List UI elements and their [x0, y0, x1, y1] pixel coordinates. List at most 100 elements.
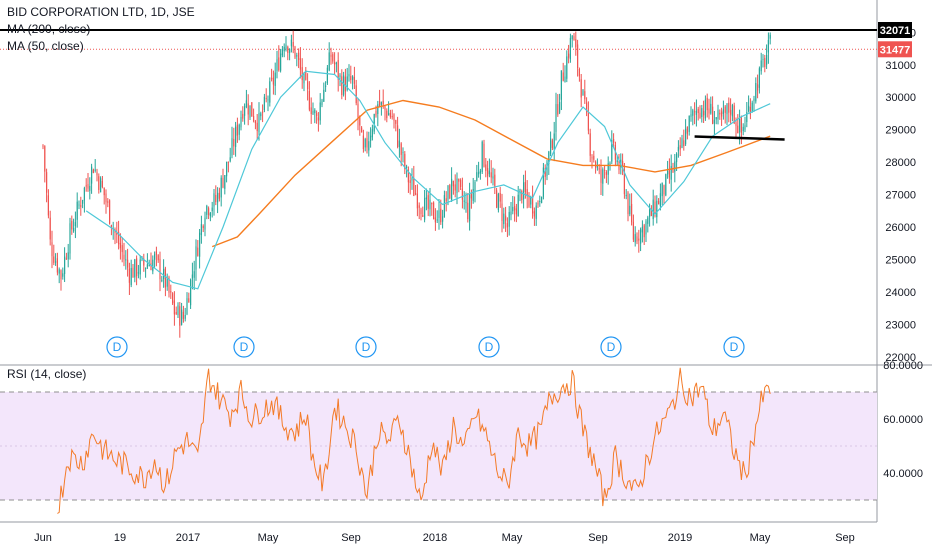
- candle-body: [582, 90, 584, 96]
- candle: [260, 111, 262, 121]
- candle: [166, 273, 168, 291]
- candle: [145, 267, 147, 278]
- candle: [74, 211, 76, 239]
- candle-body: [121, 245, 123, 253]
- candle-body: [762, 58, 764, 60]
- candle-body: [407, 169, 409, 183]
- candle-body: [416, 193, 418, 209]
- candle-body: [155, 251, 157, 255]
- candle-body: [640, 229, 642, 244]
- candle-body: [330, 54, 332, 57]
- price-axis: 3200031000300002900028000270002600025000…: [885, 27, 916, 364]
- candle: [762, 54, 764, 68]
- candle: [157, 254, 159, 263]
- candle-body: [458, 178, 460, 182]
- candle-body: [321, 100, 323, 105]
- candle-body: [577, 44, 579, 68]
- candle: [362, 129, 364, 153]
- legend-ma50: MA (50, close): [7, 39, 84, 53]
- candle: [42, 144, 44, 150]
- candle-body: [55, 261, 57, 263]
- candle-body: [134, 259, 136, 278]
- candle: [710, 96, 712, 115]
- candle: [593, 150, 595, 163]
- candle-body: [654, 201, 656, 216]
- candle: [636, 232, 638, 245]
- dividend-marker-label: D: [240, 340, 249, 354]
- candle-body: [285, 44, 287, 50]
- candle: [222, 168, 224, 189]
- candle-body: [281, 49, 283, 56]
- candle-body: [566, 56, 568, 79]
- candle: [445, 191, 447, 212]
- candle: [258, 102, 260, 141]
- candle-body: [539, 200, 541, 203]
- candle: [51, 230, 53, 269]
- candle-body: [157, 255, 159, 261]
- candle: [744, 116, 746, 133]
- candle: [206, 204, 208, 220]
- candle-body: [105, 193, 107, 203]
- candle-body: [476, 172, 478, 181]
- dividend-marker-circle: [106, 336, 128, 358]
- candle: [766, 44, 768, 69]
- candle: [555, 92, 557, 141]
- candle-body: [749, 106, 751, 115]
- candle: [179, 302, 181, 338]
- candle: [317, 112, 319, 132]
- candle: [326, 65, 328, 85]
- candle: [697, 106, 699, 121]
- candle: [611, 130, 613, 165]
- candle-body: [307, 81, 309, 90]
- candle: [521, 189, 523, 204]
- candle-body: [379, 101, 381, 106]
- candle: [335, 61, 337, 73]
- candle-body: [744, 125, 746, 130]
- candle: [321, 98, 323, 108]
- candle-body: [532, 196, 534, 214]
- candle-body: [269, 81, 271, 103]
- candle-body: [253, 116, 255, 121]
- candle-body: [65, 258, 67, 260]
- candle: [557, 94, 559, 117]
- candle-body: [123, 254, 125, 260]
- candle-body: [251, 102, 253, 117]
- price-tick-label: 26000: [885, 222, 916, 234]
- candle: [451, 167, 453, 202]
- resistance-tag: [878, 22, 912, 38]
- candle-body: [254, 121, 256, 124]
- candle: [724, 105, 726, 124]
- candle-body: [548, 151, 550, 165]
- candle-body: [485, 164, 487, 171]
- candle: [397, 116, 399, 149]
- candle-body: [146, 264, 148, 268]
- candle: [416, 184, 418, 217]
- candle-body: [389, 112, 391, 117]
- last-price-tag: [878, 41, 912, 58]
- candle: [395, 119, 397, 132]
- candle-body: [658, 200, 660, 205]
- candle: [692, 108, 694, 126]
- candle: [490, 160, 492, 184]
- candle: [749, 98, 751, 120]
- candle: [508, 206, 510, 236]
- candle-body: [56, 258, 58, 273]
- dividend-marker-label: D: [485, 340, 494, 354]
- candle: [730, 98, 732, 125]
- candle-body: [283, 46, 285, 52]
- candle: [199, 228, 201, 269]
- candle-body: [515, 208, 517, 215]
- candle-body: [634, 234, 636, 243]
- candle: [53, 244, 55, 266]
- candle: [287, 45, 289, 61]
- ma200-line: [211, 99, 771, 248]
- candle-body: [447, 185, 449, 200]
- candle: [146, 253, 148, 270]
- candle: [494, 168, 496, 194]
- candle: [224, 175, 226, 195]
- candle: [190, 278, 192, 309]
- candle-body: [247, 103, 249, 115]
- candle-body: [220, 177, 222, 198]
- candle-body: [670, 166, 672, 180]
- candle-body: [683, 140, 685, 147]
